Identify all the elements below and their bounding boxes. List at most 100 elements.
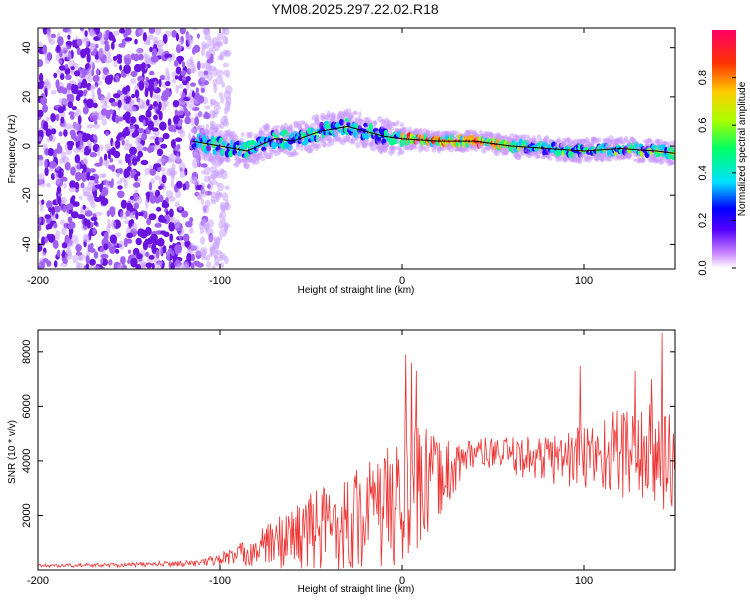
spectrogram-cell — [180, 228, 185, 235]
spectrogram-cell — [102, 31, 107, 38]
spectrogram-cell — [117, 190, 125, 199]
spectrogram-cell — [38, 159, 44, 167]
snr-xtick-label: -100 — [209, 575, 231, 587]
spectrogram-cell — [165, 67, 170, 77]
spectrogram-cell — [288, 144, 294, 152]
spectrogram-cell — [57, 196, 62, 205]
spectrogram-cell — [249, 139, 257, 146]
spectrogram-cell — [38, 109, 44, 118]
spectrogram-cell — [203, 70, 209, 76]
spectrogram-cell — [144, 167, 151, 176]
spectrogram-cell — [672, 154, 675, 158]
spectrogram-cell — [169, 245, 173, 250]
spectrogram-cell — [92, 227, 97, 235]
spectrogram-cell — [175, 84, 179, 94]
spectrogram-cell — [210, 98, 217, 106]
spectrogram-cell — [316, 115, 320, 121]
spectrogram-cell — [194, 250, 202, 256]
spectrogram-cell — [108, 164, 112, 170]
spectrogram-cell — [38, 173, 45, 181]
spectrogram-cell — [215, 173, 223, 179]
snr-ytick-label: 6000 — [21, 394, 33, 418]
spectrogram-cell — [42, 258, 49, 263]
spectrogram-cell — [151, 127, 159, 132]
spectrogram-xlabel: Height of straight line (km) — [298, 285, 415, 296]
spectrogram-cell — [60, 176, 68, 182]
spectrogram-cell — [179, 28, 186, 35]
spectrogram-cell — [161, 177, 167, 182]
spectrogram-cell — [125, 210, 131, 217]
spectrogram-cell — [191, 28, 198, 31]
spectrogram-cell — [89, 168, 96, 173]
spectrogram-cell — [186, 252, 193, 263]
spectrogram-cell — [211, 199, 217, 205]
spectrogram-cell — [74, 171, 82, 182]
spectrogram-cell — [70, 114, 75, 120]
snr-xtick-label: 0 — [399, 575, 405, 587]
spectrogram-cell — [181, 61, 186, 68]
spectrogram-cell — [94, 43, 99, 49]
spectrogram-cell — [49, 134, 53, 141]
spectrogram-cell — [200, 62, 205, 69]
spectrogram-cell — [548, 156, 553, 161]
spectrogram-cell — [148, 244, 152, 248]
spectrogram-cell — [68, 230, 73, 240]
spectrogram-cell — [147, 120, 154, 131]
spectrogram-cell — [185, 75, 191, 82]
spectrogram-cell — [91, 110, 99, 121]
spectrogram-cell — [146, 99, 150, 106]
spectrogram-cell — [275, 124, 280, 129]
spectrogram-cell — [64, 63, 69, 70]
spectrogram-cell — [168, 208, 174, 218]
spectrogram-cell — [97, 87, 102, 97]
spectrogram-cell — [137, 75, 144, 82]
spectrogram-cell — [120, 95, 127, 100]
spectrogram-cell — [82, 204, 86, 210]
spectrogram-cell — [131, 93, 136, 99]
spectrogram-cell — [167, 118, 172, 127]
spectrogram-cell — [135, 210, 139, 220]
spectrogram-cell — [65, 208, 70, 216]
spectrogram-cell — [100, 96, 105, 104]
spectrogram-cell — [113, 150, 121, 159]
spectrogram-cell — [148, 181, 153, 191]
spectrogram-cell — [43, 81, 52, 91]
colorbar-tick-label: 0.4 — [697, 165, 709, 180]
spectrogram-cell — [123, 237, 128, 248]
spectrogram-cell — [208, 235, 215, 242]
spectrogram-cell — [208, 252, 213, 258]
spectrogram-cell — [218, 92, 224, 99]
spectrogram-cell — [224, 255, 229, 265]
spectrogram-cell — [127, 259, 131, 265]
spectrogram-cell — [147, 145, 153, 154]
spectrogram-cell — [48, 167, 54, 172]
spectrogram-cell — [157, 194, 164, 203]
spectrogram-cell — [200, 48, 206, 57]
spectrogram-cell — [123, 64, 131, 74]
chart-title: YM08.2025.297.22.02.R18 — [271, 1, 439, 17]
spectrogram-cell — [154, 175, 161, 181]
spectrogram-cell — [537, 154, 541, 158]
spectrogram-cell — [154, 223, 162, 228]
spectrogram-cell — [215, 128, 219, 135]
spectrogram-cell — [216, 195, 220, 203]
spectrogram-cell — [79, 28, 84, 32]
spectrogram-cell — [474, 148, 478, 152]
spectrogram-plot-area — [38, 28, 675, 269]
spectrogram-cell — [55, 113, 60, 122]
spectrogram-cell — [108, 31, 114, 41]
spectrogram-cell — [153, 163, 162, 168]
spectrogram-cell — [222, 62, 230, 68]
spectrogram-cell — [244, 162, 250, 170]
spectrogram-cell — [277, 151, 281, 156]
spectrogram-cell — [182, 233, 190, 242]
spectrogram-cell — [128, 125, 136, 132]
spectrogram-cell — [171, 250, 175, 257]
spectrogram-cell — [65, 74, 72, 81]
spectrogram-cell — [372, 147, 376, 152]
spectrogram-cell — [72, 254, 79, 264]
spectrogram-cell — [131, 222, 138, 232]
spectrogram-cell — [215, 75, 224, 85]
spectrogram-cell — [142, 119, 146, 128]
spectrogram-cell — [464, 148, 470, 153]
